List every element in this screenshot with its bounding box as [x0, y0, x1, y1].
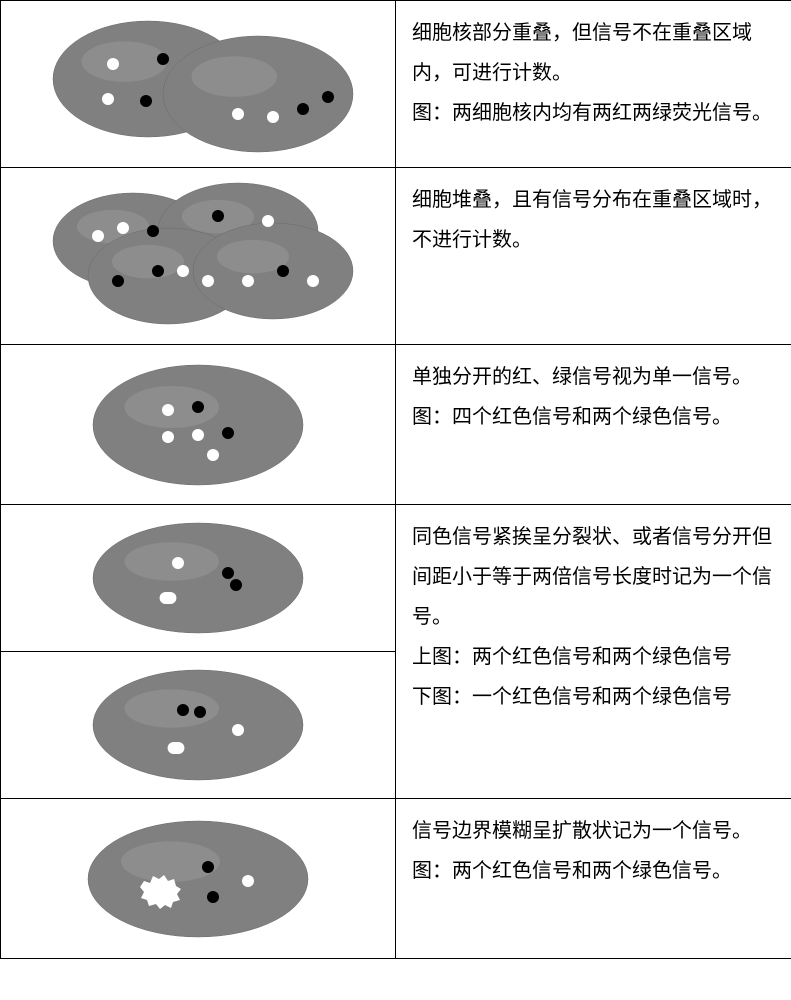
desc-text: 上图：两个红色信号和两个绿色信号 — [412, 637, 775, 677]
desc-text: 细胞堆叠，且有信号分布在重叠区域时，不进行计数。 — [412, 180, 775, 260]
description-cell-3: 单独分开的红、绿信号视为单一信号。 图：四个红色信号和两个绿色信号。 — [396, 345, 791, 505]
diagram-cell-4b — [1, 652, 396, 799]
description-cell-2: 细胞堆叠，且有信号分布在重叠区域时，不进行计数。 — [396, 168, 791, 345]
desc-text: 下图：一个红色信号和两个绿色信号 — [412, 677, 775, 717]
diagram-cell-2 — [1, 168, 396, 345]
desc-text: 图：四个红色信号和两个绿色信号。 — [412, 397, 775, 437]
desc-text: 信号边界模糊呈扩散状记为一个信号。 — [412, 811, 775, 851]
description-cell-1: 细胞核部分重叠，但信号不在重叠区域内，可进行计数。 图：两细胞核内均有两红两绿荧… — [396, 1, 791, 168]
diagram-cell-1 — [1, 1, 396, 168]
desc-text: 细胞核部分重叠，但信号不在重叠区域内，可进行计数。 — [412, 13, 775, 93]
fish-counting-rules-table: 细胞核部分重叠，但信号不在重叠区域内，可进行计数。 图：两细胞核内均有两红两绿荧… — [0, 0, 791, 959]
diagram-split-signals-top — [68, 513, 328, 643]
diagram-split-signals-bottom — [68, 660, 328, 790]
diagram-diffuse-signal — [68, 809, 328, 949]
desc-text: 图：两个红色信号和两个绿色信号。 — [412, 851, 775, 891]
diagram-overlapping-nuclei — [28, 9, 368, 159]
diagram-cell-4a — [1, 505, 396, 652]
description-cell-4: 同色信号紧挨呈分裂状、或者信号分开但间距小于等于两倍信号长度时记为一个信号。 上… — [396, 505, 791, 799]
diagram-stacked-cells — [23, 176, 373, 336]
diagram-cell-3 — [1, 345, 396, 505]
diagram-separate-signals — [68, 355, 328, 495]
desc-text: 同色信号紧挨呈分裂状、或者信号分开但间距小于等于两倍信号长度时记为一个信号。 — [412, 517, 775, 637]
description-cell-5: 信号边界模糊呈扩散状记为一个信号。 图：两个红色信号和两个绿色信号。 — [396, 799, 791, 959]
diagram-cell-5 — [1, 799, 396, 959]
desc-text: 单独分开的红、绿信号视为单一信号。 — [412, 357, 775, 397]
desc-text: 图：两细胞核内均有两红两绿荧光信号。 — [412, 93, 775, 133]
